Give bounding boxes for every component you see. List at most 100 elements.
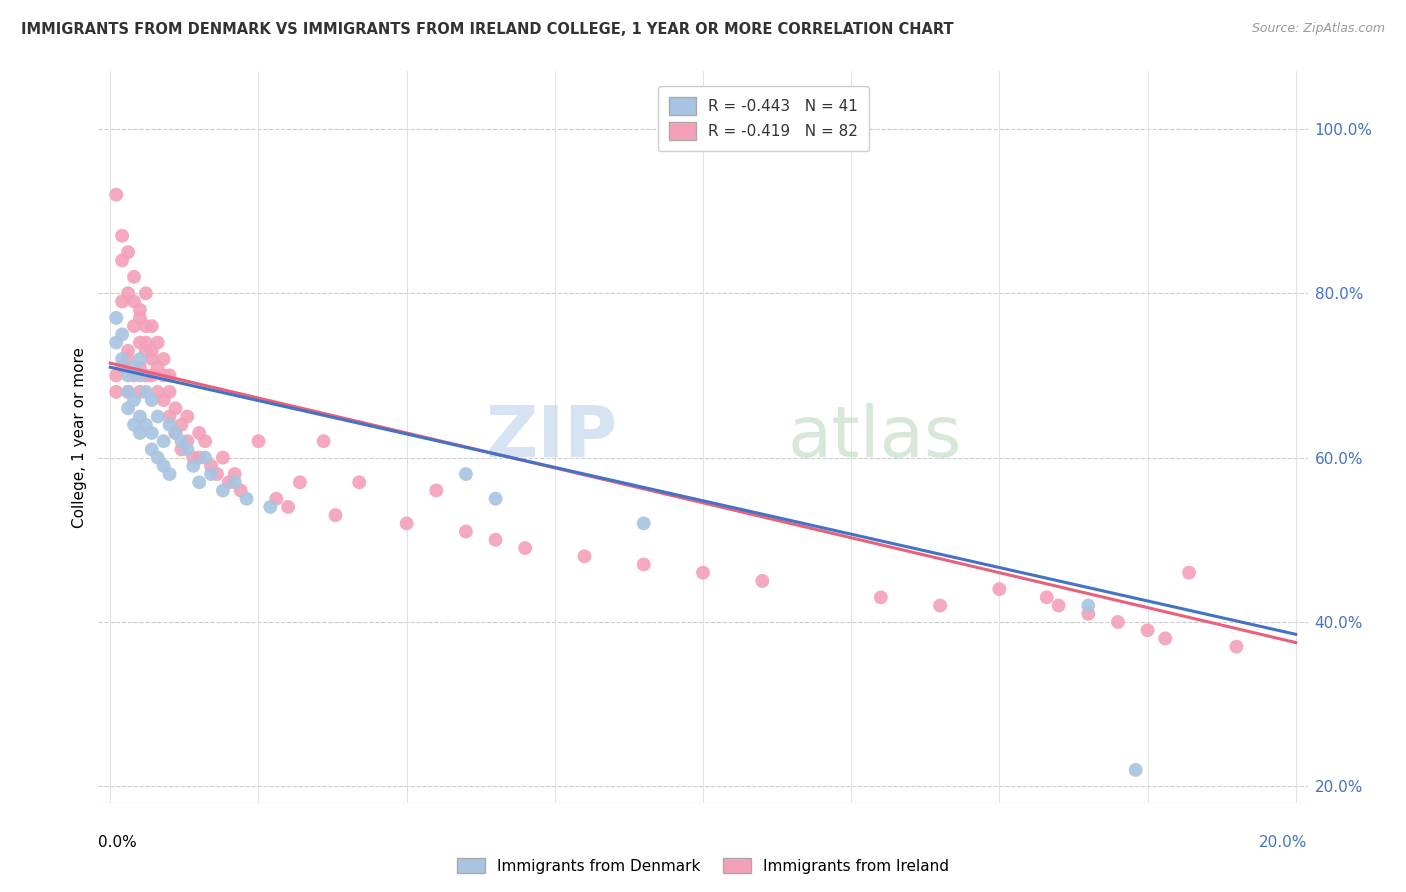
Point — [224, 467, 246, 481]
Point — [135, 417, 157, 432]
Point — [152, 351, 174, 366]
Legend: Immigrants from Denmark, Immigrants from Ireland: Immigrants from Denmark, Immigrants from… — [451, 852, 955, 880]
Point — [129, 310, 152, 325]
Point — [212, 450, 235, 465]
Point — [188, 425, 211, 440]
Point — [122, 294, 145, 309]
Point — [146, 360, 169, 375]
Point — [929, 599, 952, 613]
Point — [141, 351, 163, 366]
Point — [188, 450, 211, 465]
Point — [135, 384, 157, 399]
Point — [141, 319, 163, 334]
Point — [1136, 624, 1159, 638]
Point — [159, 368, 181, 383]
Point — [1036, 591, 1059, 605]
Point — [692, 566, 714, 580]
Point — [259, 500, 281, 514]
Point — [117, 384, 139, 399]
Point — [105, 384, 128, 399]
Point — [200, 467, 222, 481]
Point — [312, 434, 335, 449]
Text: atlas: atlas — [787, 402, 962, 472]
Point — [159, 467, 181, 481]
Point — [129, 384, 152, 399]
Point — [181, 458, 204, 473]
Point — [146, 409, 169, 424]
Point — [395, 516, 418, 531]
Point — [1047, 599, 1070, 613]
Point — [152, 458, 174, 473]
Point — [633, 516, 655, 531]
Point — [141, 442, 163, 457]
Point — [117, 401, 139, 416]
Point — [135, 343, 157, 358]
Point — [117, 286, 139, 301]
Point — [146, 335, 169, 350]
Text: 20.0%: 20.0% — [1260, 836, 1308, 850]
Point — [170, 417, 193, 432]
Point — [129, 425, 152, 440]
Point — [235, 491, 257, 506]
Point — [129, 409, 152, 424]
Point — [105, 335, 128, 350]
Point — [170, 434, 193, 449]
Point — [347, 475, 370, 490]
Point — [146, 384, 169, 399]
Point — [122, 269, 145, 284]
Point — [165, 425, 187, 440]
Point — [135, 286, 157, 301]
Point — [105, 187, 128, 202]
Point — [111, 253, 134, 268]
Point — [1077, 599, 1099, 613]
Point — [111, 228, 134, 243]
Point — [229, 483, 252, 498]
Point — [111, 360, 134, 375]
Point — [515, 541, 537, 555]
Point — [1125, 763, 1147, 777]
Point — [247, 434, 270, 449]
Point — [141, 425, 163, 440]
Point — [194, 450, 217, 465]
Point — [869, 591, 891, 605]
Y-axis label: College, 1 year or more: College, 1 year or more — [72, 347, 87, 527]
Point — [129, 335, 152, 350]
Point — [170, 442, 193, 457]
Point — [122, 393, 145, 408]
Point — [1154, 632, 1177, 646]
Point — [141, 368, 163, 383]
Point — [454, 467, 477, 481]
Point — [146, 450, 169, 465]
Point — [176, 409, 198, 424]
Point — [117, 245, 139, 260]
Point — [224, 475, 246, 490]
Point — [135, 335, 157, 350]
Point — [159, 417, 181, 432]
Text: IMMIGRANTS FROM DENMARK VS IMMIGRANTS FROM IRELAND COLLEGE, 1 YEAR OR MORE CORRE: IMMIGRANTS FROM DENMARK VS IMMIGRANTS FR… — [21, 22, 953, 37]
Point — [1107, 615, 1129, 629]
Point — [122, 319, 145, 334]
Point — [122, 360, 145, 375]
Point — [129, 360, 152, 375]
Point — [122, 368, 145, 383]
Point — [181, 450, 204, 465]
Point — [117, 343, 139, 358]
Point — [1178, 566, 1201, 580]
Point — [141, 393, 163, 408]
Point — [129, 302, 152, 317]
Point — [264, 491, 287, 506]
Point — [135, 368, 157, 383]
Point — [111, 294, 134, 309]
Point — [188, 475, 211, 490]
Text: 0.0%: 0.0% — [98, 836, 138, 850]
Text: ZIP: ZIP — [486, 402, 619, 472]
Point — [218, 475, 240, 490]
Point — [484, 491, 506, 506]
Point — [105, 368, 128, 383]
Point — [111, 327, 134, 342]
Text: Source: ZipAtlas.com: Source: ZipAtlas.com — [1251, 22, 1385, 36]
Point — [212, 483, 235, 498]
Point — [122, 417, 145, 432]
Point — [159, 384, 181, 399]
Point — [574, 549, 596, 564]
